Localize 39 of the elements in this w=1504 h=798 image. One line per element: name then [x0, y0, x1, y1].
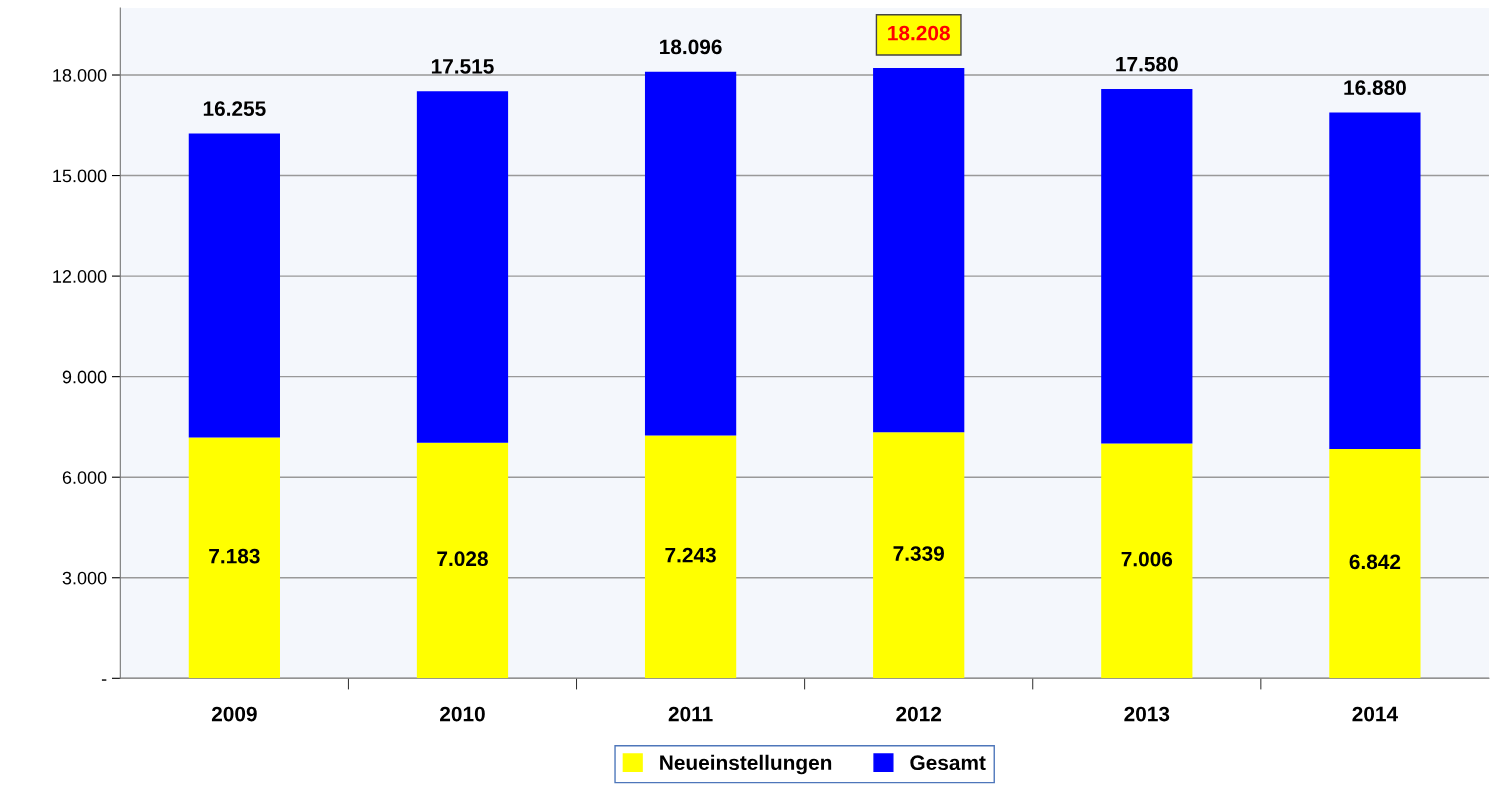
bar	[1101, 89, 1193, 444]
data-label: 7.339	[893, 546, 944, 561]
x-tick-label: 2009	[211, 706, 257, 722]
total-label: 18.096	[660, 39, 722, 55]
y-tick-label: 3.000	[62, 571, 107, 585]
bar	[1329, 112, 1421, 449]
data-label: 7.243	[665, 547, 716, 563]
total-label: 17.515	[431, 59, 494, 74]
data-label: 6.842	[1349, 554, 1401, 570]
bar	[873, 68, 965, 433]
y-tick-label: -	[101, 679, 107, 681]
total-label: 17.580	[1116, 56, 1178, 72]
legend-label: Neueinstellungen	[660, 754, 832, 775]
bar	[188, 133, 280, 438]
data-label: 7.028	[437, 551, 488, 567]
bar	[416, 442, 509, 679]
data-label: 7.006	[1121, 551, 1173, 567]
x-tick-label: 2010	[440, 706, 485, 722]
bar	[416, 91, 509, 443]
legend-label: Gesamt	[910, 755, 986, 771]
total-label: 16.880	[1344, 80, 1406, 96]
bar	[644, 71, 737, 436]
annotation: 18.208	[888, 25, 950, 41]
bar	[1101, 443, 1193, 679]
total-label: 16.255	[203, 101, 266, 116]
bar	[873, 432, 965, 679]
bar	[1329, 448, 1421, 679]
y-tick-label: 18.000	[53, 68, 107, 82]
x-tick-label: 2011	[668, 706, 713, 722]
x-tick-label: 2013	[1124, 706, 1170, 722]
data-label: 7.183	[209, 548, 260, 564]
y-tick-label: 9.000	[62, 370, 107, 384]
y-tick-label: 15.000	[53, 169, 107, 183]
y-tick-label: 12.000	[53, 270, 107, 283]
x-tick-label: 2012	[896, 706, 942, 722]
bar	[644, 435, 737, 679]
y-tick-label: 6.000	[62, 471, 107, 484]
bar	[188, 437, 280, 679]
x-tick-label: 2014	[1352, 706, 1398, 722]
